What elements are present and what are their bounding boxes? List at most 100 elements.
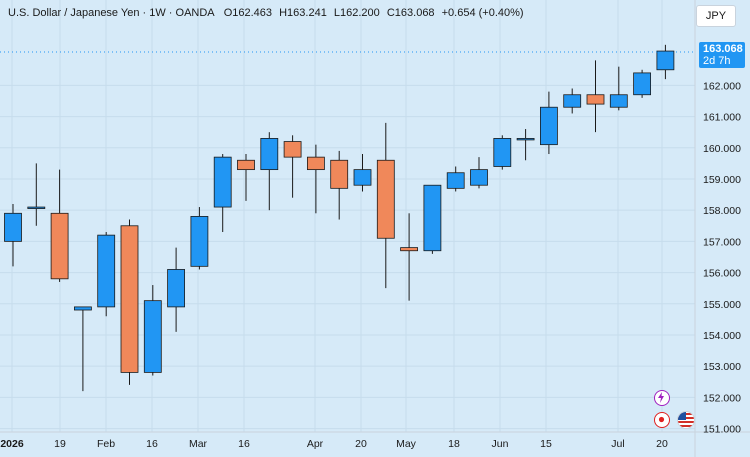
open-value: O162.463 bbox=[223, 7, 273, 19]
candle[interactable] bbox=[120, 219, 139, 385]
candle[interactable] bbox=[167, 247, 186, 332]
x-tick-label: 20 bbox=[656, 438, 668, 450]
candle[interactable] bbox=[4, 203, 22, 267]
x-tick-label: May bbox=[396, 438, 417, 450]
candle-body bbox=[400, 247, 419, 252]
y-tick-label: 159.000 bbox=[703, 174, 741, 186]
candle-body bbox=[167, 269, 186, 308]
candle-body bbox=[446, 172, 465, 189]
candle-body bbox=[190, 216, 209, 267]
x-tick-label: 19 bbox=[54, 438, 66, 450]
candle[interactable] bbox=[283, 135, 302, 198]
candle[interactable] bbox=[27, 163, 46, 226]
x-tick-label: Feb bbox=[97, 438, 115, 450]
candle-body bbox=[283, 141, 302, 158]
candle-body bbox=[237, 159, 255, 171]
candle[interactable] bbox=[306, 144, 325, 214]
y-tick-label: 156.000 bbox=[703, 268, 741, 280]
y-tick-label: 151.000 bbox=[703, 424, 741, 436]
candle[interactable] bbox=[353, 154, 372, 192]
candle-body bbox=[540, 106, 558, 146]
candle[interactable] bbox=[330, 150, 349, 220]
candle-body bbox=[260, 138, 279, 171]
candle-body bbox=[470, 169, 488, 186]
candle-body bbox=[609, 94, 628, 108]
candle-body bbox=[4, 212, 22, 242]
low-value: L162.200 bbox=[333, 7, 380, 19]
candle-body bbox=[143, 300, 162, 373]
x-tick-label: 16 bbox=[146, 438, 158, 450]
candle[interactable] bbox=[540, 91, 558, 155]
candle[interactable] bbox=[190, 207, 209, 270]
y-tick-label: 160.000 bbox=[703, 143, 741, 155]
candle[interactable] bbox=[213, 154, 232, 233]
candle[interactable] bbox=[633, 69, 651, 98]
candle-body bbox=[120, 225, 139, 373]
us-flag-icon[interactable] bbox=[677, 411, 695, 429]
x-tick-label: 2026 bbox=[0, 438, 24, 450]
candle[interactable] bbox=[74, 306, 92, 392]
y-tick-label: 162.000 bbox=[703, 80, 741, 92]
high-value: H163.241 bbox=[279, 7, 327, 19]
candle-body bbox=[74, 306, 92, 311]
candle-body bbox=[97, 234, 116, 308]
bar-countdown: 2d 7h bbox=[703, 55, 731, 67]
record-icon[interactable] bbox=[654, 412, 670, 428]
y-tick-label: 155.000 bbox=[703, 299, 741, 311]
y-tick-label: 152.000 bbox=[703, 392, 741, 404]
candle[interactable] bbox=[470, 157, 488, 189]
candle[interactable] bbox=[563, 88, 582, 114]
candle-body bbox=[516, 138, 535, 141]
y-tick-label: 157.000 bbox=[703, 236, 741, 248]
x-tick-label: 16 bbox=[238, 438, 250, 450]
close-value: C163.068 bbox=[386, 7, 435, 19]
candle-body bbox=[50, 212, 69, 280]
candle[interactable] bbox=[656, 44, 675, 80]
candle[interactable] bbox=[260, 132, 279, 211]
candle-body bbox=[353, 169, 372, 186]
candle[interactable] bbox=[586, 60, 605, 133]
symbol-title: U.S. Dollar / Japanese Yen · 1W · OANDA bbox=[8, 7, 215, 19]
last-price-value: 163.068 bbox=[703, 43, 743, 55]
y-tick-label: 161.000 bbox=[703, 112, 741, 124]
candle-body bbox=[27, 206, 46, 209]
y-tick-label: 158.000 bbox=[703, 205, 741, 217]
candle-body bbox=[656, 50, 675, 71]
candle[interactable] bbox=[97, 232, 116, 317]
grid-lines bbox=[0, 0, 695, 432]
x-tick-label: 20 bbox=[355, 438, 367, 450]
lightning-icon[interactable] bbox=[654, 390, 670, 406]
candle[interactable] bbox=[609, 66, 628, 111]
y-axis-labels: 151.000 152.000 153.000 154.000 155.000 156.0… bbox=[703, 80, 741, 435]
candle[interactable] bbox=[376, 122, 395, 289]
candle-body bbox=[633, 72, 651, 96]
x-tick-label: Jun bbox=[492, 438, 509, 450]
candles[interactable] bbox=[4, 44, 675, 392]
candle-body bbox=[493, 138, 512, 167]
candle-body bbox=[330, 159, 349, 189]
candle[interactable] bbox=[516, 129, 535, 161]
candle-body bbox=[213, 156, 232, 208]
candle[interactable] bbox=[446, 166, 465, 192]
candle[interactable] bbox=[423, 184, 442, 254]
candle[interactable] bbox=[400, 213, 419, 301]
currency-button[interactable]: JPY bbox=[696, 5, 736, 27]
symbol-header: U.S. Dollar / Japanese Yen · 1W · OANDA … bbox=[8, 7, 528, 19]
candle[interactable] bbox=[237, 154, 255, 201]
candle-body bbox=[306, 156, 325, 171]
candle-body bbox=[563, 94, 582, 108]
candle[interactable] bbox=[493, 135, 512, 170]
x-tick-label: Jul bbox=[611, 438, 624, 450]
last-price-tag: 163.068 2d 7h bbox=[699, 42, 745, 68]
candle-body bbox=[423, 184, 442, 252]
y-tick-label: 153.000 bbox=[703, 361, 741, 373]
candle[interactable] bbox=[143, 285, 162, 376]
candle-body bbox=[586, 94, 605, 105]
x-tick-label: 18 bbox=[448, 438, 460, 450]
x-axis-labels: 2026 19 Feb 16 Mar 16 Apr 20 May 18 Jun 15 Jul 20 bbox=[0, 438, 668, 450]
x-tick-label: Apr bbox=[307, 438, 324, 450]
candle[interactable] bbox=[50, 169, 69, 282]
